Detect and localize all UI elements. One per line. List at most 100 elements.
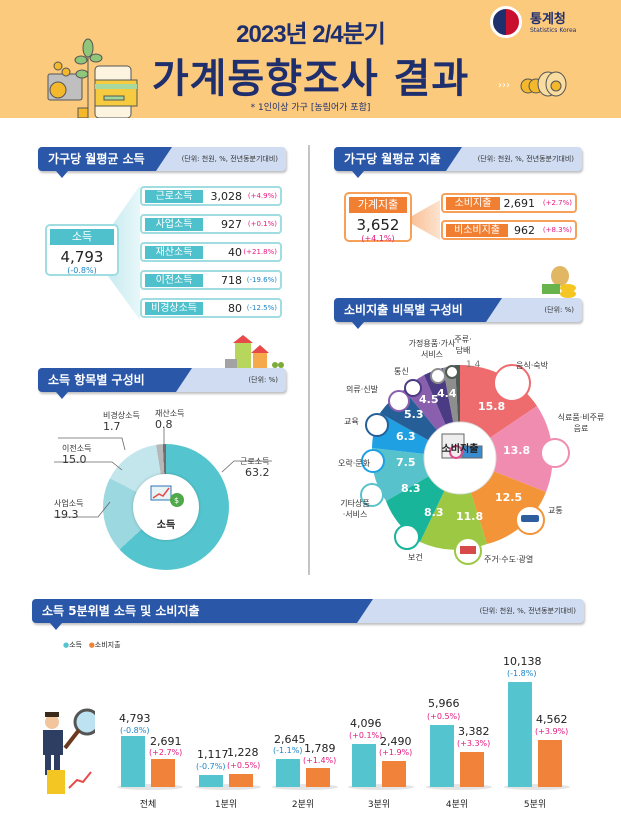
bar-value: 5,966 (428, 697, 460, 710)
svg-text:›››: ››› (498, 80, 510, 91)
income-chart-icon: $ (150, 485, 184, 507)
item-change: (+8.3%) (542, 226, 572, 234)
income-composition-header: 소득 항목별 구성비 (단위: %) (38, 368, 286, 399)
bar-value: 2,490 (380, 735, 412, 748)
category-label: 2분위 (291, 800, 315, 810)
bar-change: (+1.4%) (303, 756, 337, 765)
bar-shadow (117, 784, 183, 790)
income-label-nonrecurring: 비경상소득 1.7 (103, 411, 140, 433)
bar-change: (-1.1%) (273, 746, 303, 755)
income-total-change: (-0.8%) (67, 266, 97, 275)
bar-change: (+0.5%) (227, 761, 261, 770)
bar-shadow (195, 784, 261, 790)
bar-value: 4,562 (536, 713, 568, 726)
income-donut-chart: $ 소득 (103, 444, 229, 570)
item-value: 80 (228, 302, 242, 315)
bar-expense-total (151, 759, 175, 787)
item-value: 3,028 (210, 190, 243, 203)
category-label: 주류·담배 (454, 335, 472, 355)
section-title: 소득 5분위별 소득 및 소비지출 (32, 599, 373, 623)
donut-center-label: 소득 (156, 520, 176, 531)
bar-change: (+2.7%) (149, 748, 183, 757)
bar-change: (-0.8%) (120, 726, 150, 735)
category-label: 교육 (344, 417, 359, 426)
category-label: 전체 (139, 800, 157, 810)
item-label: 사업소득 (145, 218, 203, 231)
section-title: 소득 항목별 구성비 (38, 368, 192, 392)
bar-value: 1,117 (197, 748, 229, 761)
bar-change: (+3.9%) (535, 727, 569, 736)
bar-income-q3 (352, 744, 376, 787)
food-icon (493, 364, 531, 402)
bar-shadow (272, 784, 338, 790)
bar-change: (-1.8%) (507, 669, 537, 678)
category-label: 주거·수도·광열 (484, 555, 534, 564)
category-label: 보건 (408, 553, 423, 562)
item-change: (+4.9%) (247, 192, 277, 200)
category-label: 음식·숙박 (516, 361, 548, 370)
slice-value: 8.3 (424, 506, 444, 519)
slice-value: 4.5 (419, 393, 439, 406)
category-label: 4분위 (445, 800, 469, 810)
category-label: 3분위 (367, 800, 391, 810)
slice-value: 15.8 (478, 400, 506, 413)
category-label: 5분위 (523, 800, 547, 810)
bar-value: 2,645 (274, 733, 306, 746)
consumption-composition-header: 소비지출 비목별 구성비 (단위: %) (334, 298, 582, 329)
bar-expense-q4 (460, 752, 484, 787)
column-divider (308, 145, 310, 575)
bar-change: (+1.9%) (379, 748, 413, 757)
svg-text:$: $ (174, 496, 179, 505)
income-label-property: 재산소득 0.8 (155, 409, 185, 431)
header-banner: 2023년 2/4분기 가계동향조사 결과 * 1인이상 가구 [농림어가 포함… (0, 0, 621, 118)
item-change: (+0.1%) (247, 220, 277, 228)
bar-change: (+0.1%) (349, 731, 383, 740)
item-change: (-19.6%) (246, 276, 277, 284)
report-period: 2023년 2/4분기 (236, 21, 386, 48)
income-total-value: 4,793 (60, 248, 104, 266)
item-label: 소비지출 (446, 197, 500, 210)
item-value: 962 (514, 224, 535, 237)
bar-shadow (426, 784, 492, 790)
income-item-business: 사업소득 927 (+0.1%) (140, 214, 282, 234)
bar-shadow (504, 784, 570, 790)
income-total-box: 소득 4,793 (-0.8%) (45, 224, 119, 276)
category-label: 가정용품·가사서비스 (408, 339, 456, 359)
bar-income-q2 (276, 759, 300, 787)
bar-income-q1 (199, 775, 223, 787)
expenditure-item-consumption: 소비지출 2,691 (+2.7%) (441, 193, 577, 213)
slice-value: 12.5 (495, 491, 523, 504)
item-value: 2,691 (503, 197, 536, 210)
bar-value: 1,228 (227, 746, 259, 759)
expenditure-item-nonconsumption: 비소비지출 962 (+8.3%) (441, 220, 577, 240)
slice-value: 11.8 (456, 510, 484, 523)
bar-expense-q5 (538, 740, 562, 787)
legend-income-dot-icon: ● (63, 641, 70, 649)
expenditure-total-value: 3,652 (356, 216, 400, 234)
bar-change: (-0.7%) (196, 762, 226, 771)
radial-center-label: 소비지출 (441, 444, 479, 455)
bar-value: 4,096 (350, 717, 382, 730)
item-change: (+2.7%) (542, 199, 572, 207)
income-item-nonrecurring: 비경상소득 80 (-12.5%) (140, 298, 282, 318)
unit-label: (단위: 천원, %, 전년동분기대비) (181, 155, 278, 163)
bar-expense-q3 (382, 761, 406, 787)
item-change: (-12.5%) (246, 304, 277, 312)
item-change: (+21.8%) (243, 248, 277, 256)
logo-english: Statistics Korea (530, 27, 577, 34)
unit-label: (단위: 천원, %, 전년동분기대비) (479, 607, 576, 615)
income-label-wage: 근로소득 63.2 (240, 457, 270, 479)
unit-label: (단위: 천원, %, 전년동분기대비) (477, 155, 574, 163)
item-label: 이전소득 (145, 274, 203, 287)
category-label: 교통 (548, 506, 563, 515)
item-value: 927 (221, 218, 242, 231)
businessman-magnifier-icon (43, 708, 95, 794)
slice-value: 5.3 (404, 408, 424, 421)
expenditure-total-label: 가계지출 (349, 197, 407, 213)
bar-change: (+0.5%) (427, 712, 461, 721)
category-label: 기타상품·서비스 (340, 499, 370, 519)
logo-korean: 통계청 (530, 12, 566, 27)
slice-value: 13.8 (503, 444, 531, 457)
slice-value: 4.4 (437, 387, 457, 400)
income-item-wage: 근로소득 3,028 (+4.9%) (140, 186, 282, 206)
